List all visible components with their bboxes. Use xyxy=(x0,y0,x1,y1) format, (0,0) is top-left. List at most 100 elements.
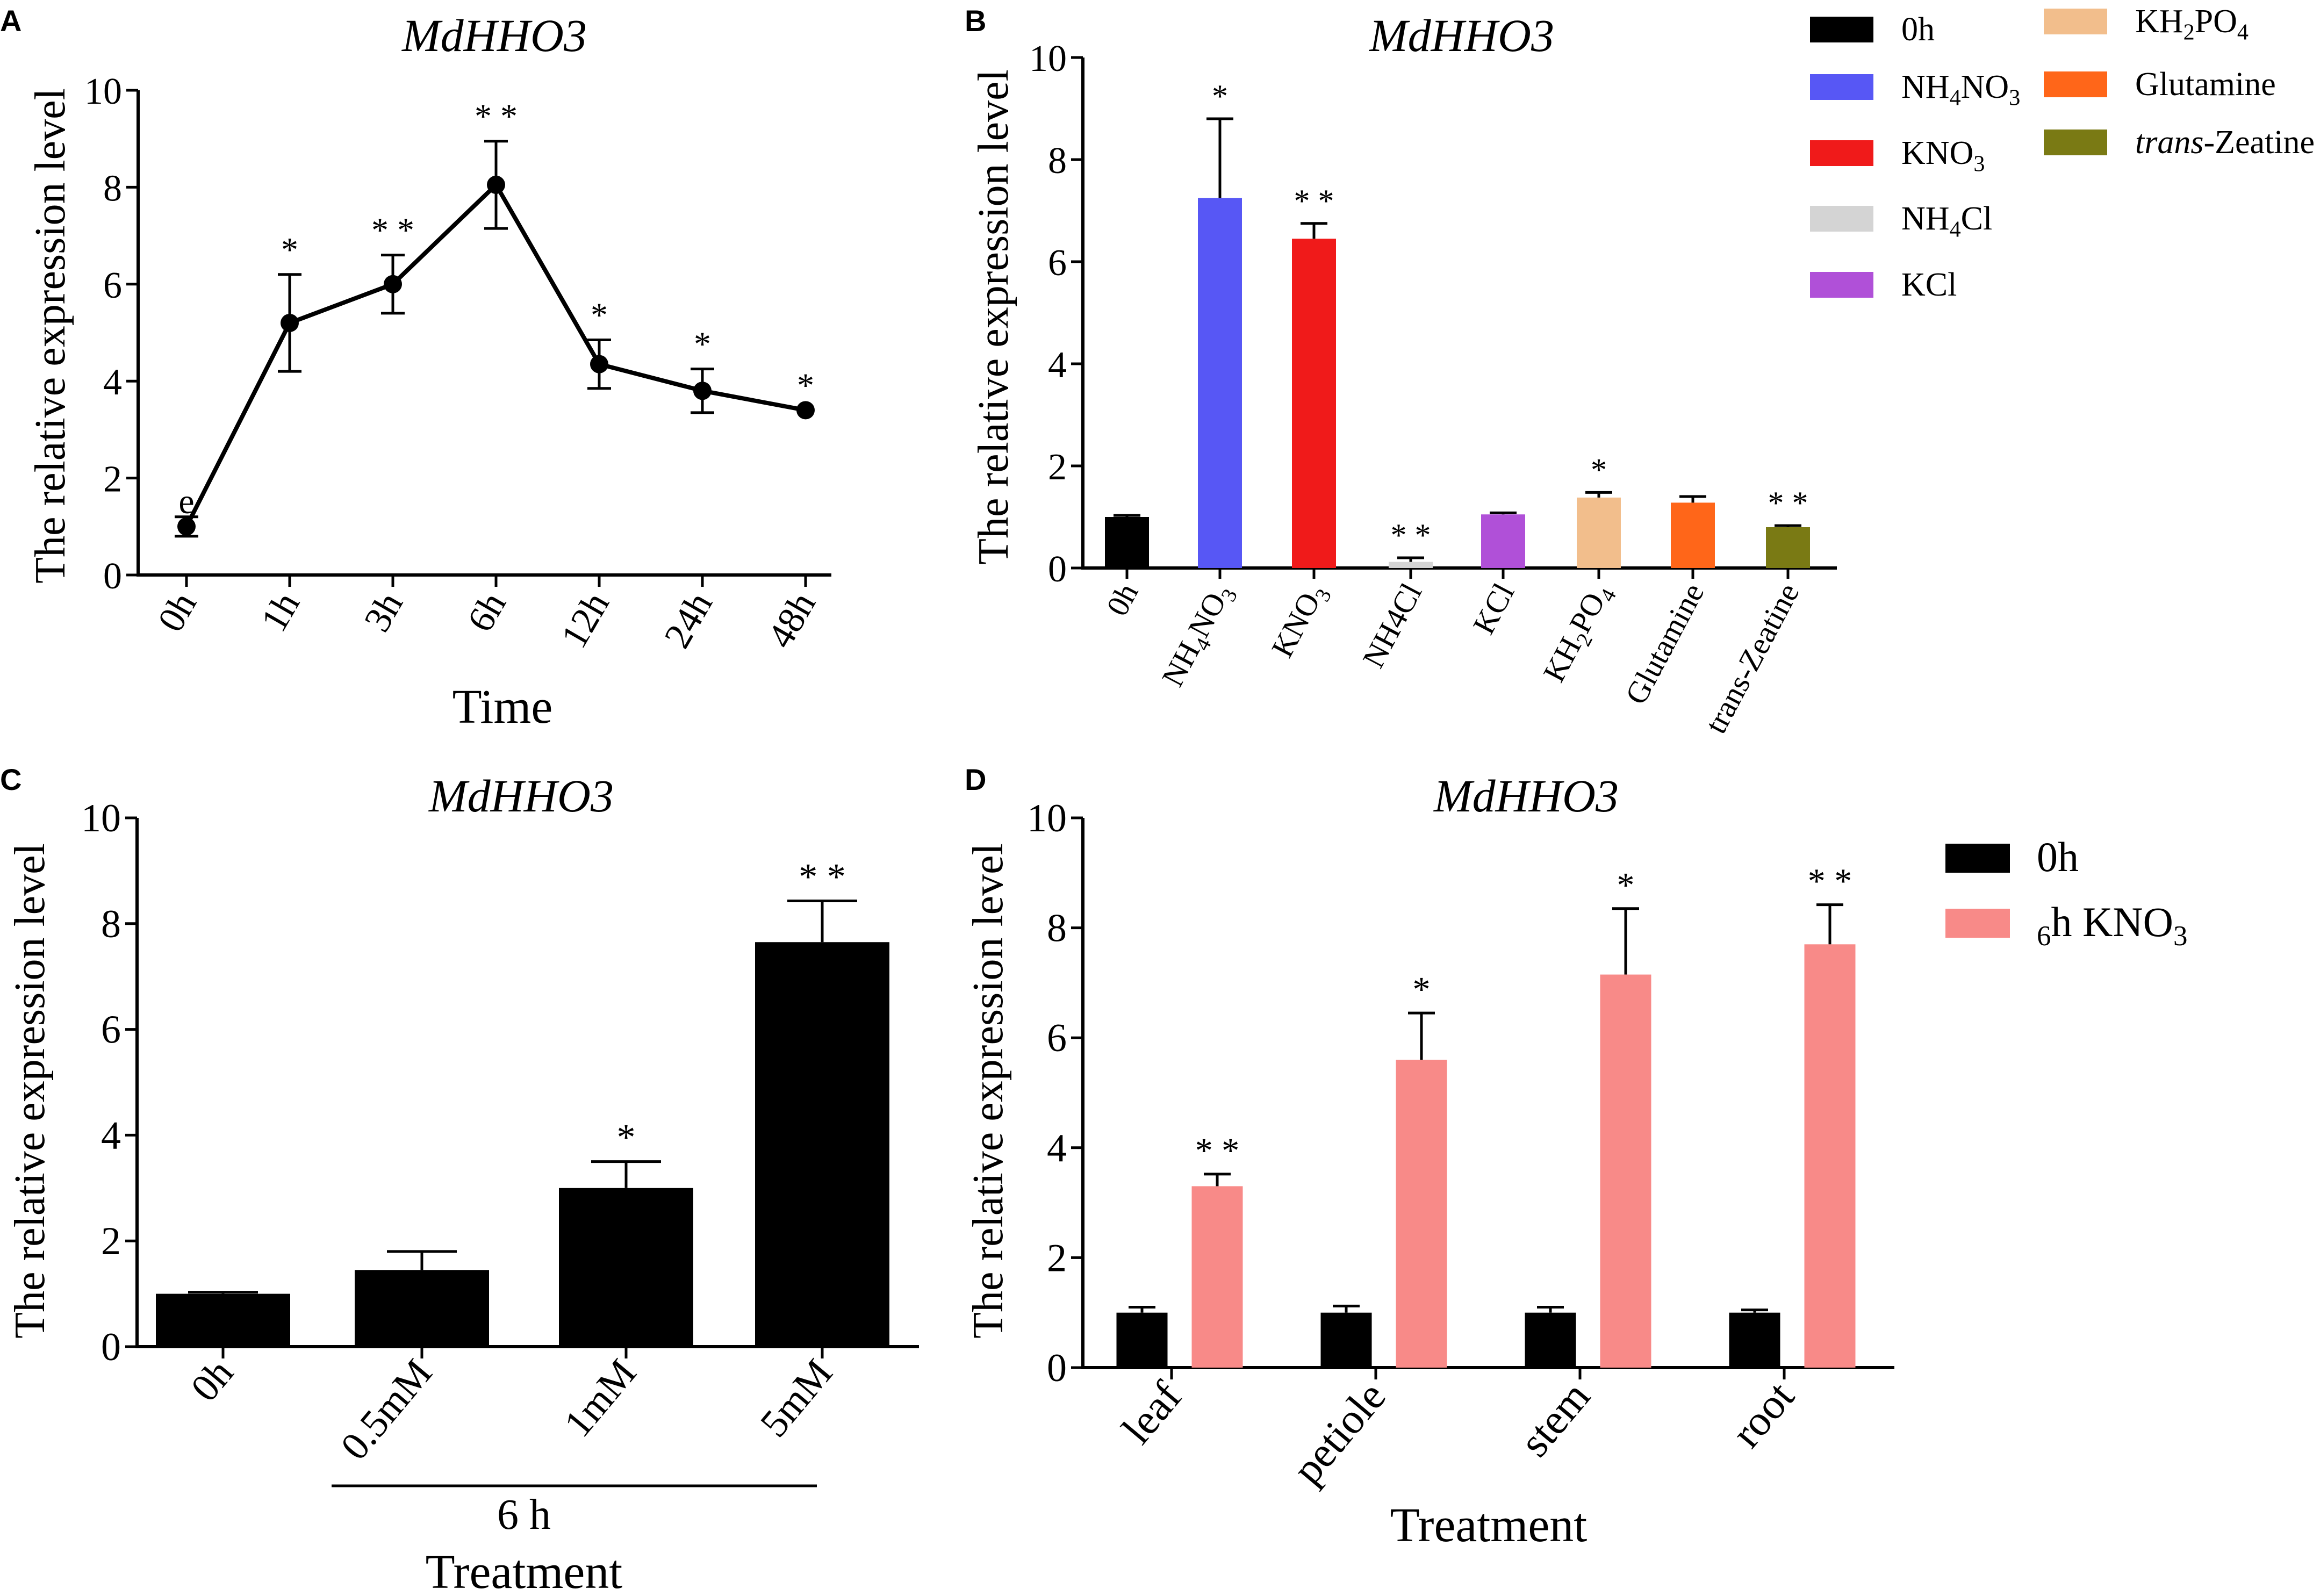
bar xyxy=(1116,1312,1168,1368)
legend-label: NH4NO3 xyxy=(1901,69,2020,111)
y-tick-label: 2 xyxy=(101,1219,121,1263)
bar xyxy=(1600,974,1651,1368)
y-axis-label-a: The relative expression level xyxy=(27,88,74,584)
y-tick-label: 2 xyxy=(103,459,122,500)
legend-label: KNO3 xyxy=(1901,135,1985,177)
y-ticks-b: 0 2 4 6 8 10 xyxy=(1029,38,1083,590)
y-tick-label: 2 xyxy=(1047,1236,1067,1280)
x-ticks-c: 0h 0.5mM 1mM 5mM xyxy=(183,1347,841,1468)
legend-swatch xyxy=(1810,17,1873,42)
bar xyxy=(1292,239,1336,568)
significance-label: e xyxy=(178,482,194,521)
bar xyxy=(1105,517,1149,568)
bar xyxy=(1396,1060,1447,1368)
legend-swatch xyxy=(1810,74,1873,100)
data-point xyxy=(590,355,608,373)
y-tick-label: 4 xyxy=(1048,344,1067,386)
x-tick-label: NH4Cl xyxy=(1355,578,1428,673)
x-tick-label: 1h xyxy=(253,586,308,639)
x-tick-label: 0h xyxy=(1100,578,1145,622)
data-point xyxy=(384,275,402,293)
x-axis-label-a: Time xyxy=(452,680,553,734)
significance-label: * xyxy=(1617,866,1635,905)
y-ticks-d: 0 2 4 6 8 10 xyxy=(1027,796,1083,1390)
data-point xyxy=(281,313,299,332)
panel-d: D MdHHO3 The relative expression level T… xyxy=(965,763,2188,1552)
bar xyxy=(1729,1312,1780,1368)
plot-marks-d: * * * * * * xyxy=(1116,862,1856,1368)
y-tick-label: 10 xyxy=(84,71,122,112)
legend-swatch xyxy=(1810,140,1873,166)
legend-label: trans-Zeatine xyxy=(2135,124,2315,161)
panel-label-d: D xyxy=(965,763,986,796)
y-axis-label-d: The relative expression level xyxy=(965,843,1012,1339)
x-tick-label: KNO3 xyxy=(1265,578,1336,665)
legend-label: 6h KNO3 xyxy=(2037,898,2188,952)
legend-swatch xyxy=(1945,909,2010,938)
x-axis-label-c: Treatment xyxy=(426,1545,623,1596)
legend-swatch xyxy=(2044,71,2107,97)
y-tick-label: 6 xyxy=(1048,242,1067,284)
significance-label: * xyxy=(281,231,298,269)
x-tick-label: 48h xyxy=(760,586,824,655)
x-tick-label: 12h xyxy=(554,586,617,655)
x-tick-label: 0h xyxy=(183,1351,242,1410)
y-tick-label: 10 xyxy=(81,796,121,840)
y-tick-label: 10 xyxy=(1029,38,1067,80)
x-tick-label: stem xyxy=(1511,1373,1599,1465)
chart-title-d: MdHHO3 xyxy=(1433,770,1619,822)
y-tick-label: 6 xyxy=(1047,1016,1067,1060)
legend-label: KCl xyxy=(1901,267,1957,303)
bar xyxy=(156,1293,290,1347)
y-tick-label: 6 xyxy=(101,1008,121,1052)
x-tick-label: NH4NO3 xyxy=(1155,578,1242,694)
x-tick-label: 24h xyxy=(657,586,721,655)
data-point xyxy=(177,517,196,536)
significance-label: * * xyxy=(1768,485,1808,521)
bar xyxy=(1389,562,1433,568)
y-ticks-c: 0 2 4 6 8 10 xyxy=(81,796,137,1369)
x-ticks-a: 0h 1h 3h 6h 12h 24h 48h xyxy=(150,575,824,655)
bar xyxy=(1671,502,1715,568)
bar xyxy=(1804,944,1856,1368)
plot-marks-a: e * * * * * * * * xyxy=(175,97,815,538)
plot-marks-b: * * * * * * * * xyxy=(1105,78,1810,568)
bar xyxy=(559,1188,693,1347)
y-tick-label: 8 xyxy=(101,902,121,946)
panel-b: B MdHHO3 The relative expression level 0… xyxy=(965,3,2315,739)
y-axis-label-c: The relative expression level xyxy=(6,843,54,1339)
y-tick-label: 0 xyxy=(103,556,122,597)
x-tick-label: 3h xyxy=(356,586,411,639)
significance-label: * * xyxy=(1294,183,1334,219)
significance-label: * xyxy=(797,366,814,404)
panel-c: C MdHHO3 The relative expression level 6… xyxy=(0,763,919,1596)
y-tick-label: 8 xyxy=(103,168,122,209)
x-tick-label: 0h xyxy=(150,586,205,639)
legend-label: 0h xyxy=(2037,833,2079,880)
x-tick-label: KCl xyxy=(1466,578,1521,640)
x-tick-label: 6h xyxy=(459,586,514,639)
x-tick-label: KH2PO4 xyxy=(1536,577,1621,689)
significance-label: * * xyxy=(1195,1131,1240,1170)
x-tick-label: 0.5mM xyxy=(332,1351,441,1468)
y-tick-label: 0 xyxy=(1047,1346,1067,1390)
bar xyxy=(1320,1312,1372,1368)
legend-label: 0h xyxy=(1901,11,1935,48)
y-tick-label: 8 xyxy=(1047,907,1067,951)
bar xyxy=(755,942,889,1347)
significance-label: * * xyxy=(371,211,414,249)
significance-label: * xyxy=(1591,452,1607,487)
x-ticks-d: leaf petiole stem root xyxy=(1113,1368,1804,1493)
bar xyxy=(355,1270,489,1347)
legend-swatch xyxy=(1810,272,1873,298)
legend-swatch xyxy=(2044,130,2107,155)
y-tick-label: 4 xyxy=(103,362,122,403)
y-tick-label: 10 xyxy=(1027,796,1067,840)
significance-label: * xyxy=(591,296,608,334)
group-label-c: 6 h xyxy=(497,1491,551,1539)
x-tick-label: leaf xyxy=(1113,1373,1191,1453)
y-tick-label: 4 xyxy=(1047,1126,1067,1170)
legend-d: 0h 6h KNO3 xyxy=(1945,833,2188,952)
legend-label: KH2PO4 xyxy=(2135,3,2249,45)
